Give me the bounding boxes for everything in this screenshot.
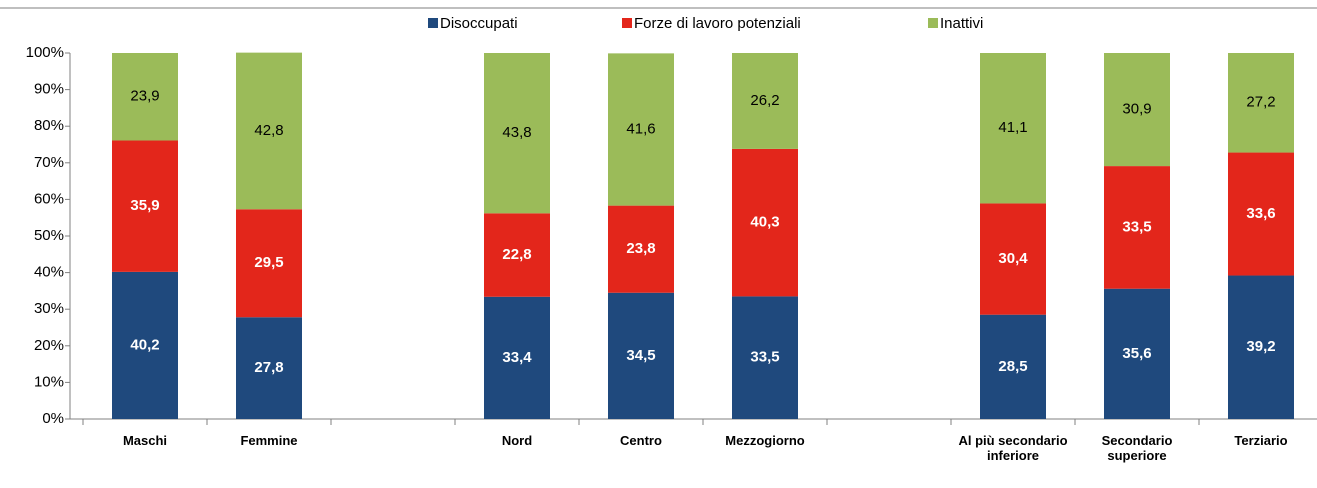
- bar-segment: [608, 292, 674, 419]
- value-label: 40,3: [750, 214, 779, 231]
- legend-swatch: [428, 18, 438, 28]
- bar-segment: [236, 209, 302, 318]
- y-tick-label: 50%: [34, 227, 64, 244]
- value-label: 30,4: [998, 250, 1028, 267]
- value-label: 23,8: [626, 240, 655, 257]
- legend-swatch: [622, 18, 632, 28]
- bar-segment: [608, 53, 674, 206]
- value-label: 23,9: [130, 88, 159, 105]
- value-label: 35,9: [130, 197, 159, 214]
- bar-segment: [484, 296, 550, 419]
- bar-segment: [1104, 166, 1170, 289]
- x-tick-label: Terziario: [1234, 433, 1288, 448]
- bar-segment: [112, 140, 178, 272]
- bar-segment: [1104, 288, 1170, 419]
- legend-label: Disoccupati: [440, 15, 518, 32]
- value-label: 35,6: [1122, 345, 1151, 362]
- y-tick-label: 30%: [34, 300, 64, 317]
- value-label: 33,6: [1246, 205, 1275, 222]
- value-label: 27,8: [254, 359, 283, 376]
- y-tick-label: 80%: [34, 117, 64, 134]
- value-label: 26,2: [750, 92, 779, 109]
- y-tick-label: 100%: [26, 44, 64, 61]
- y-tick-label: 20%: [34, 337, 64, 354]
- bar-segment: [732, 53, 798, 149]
- bar-segment: [236, 317, 302, 419]
- bar-segment: [112, 271, 178, 419]
- x-tick-label: Maschi: [122, 433, 168, 448]
- bar-segment: [608, 205, 674, 293]
- x-tick-label: Centro: [620, 433, 662, 448]
- value-label: 40,2: [130, 336, 159, 353]
- value-label: 30,9: [1122, 101, 1151, 118]
- bar-segment: [236, 52, 302, 210]
- x-tick-label: Femmine: [240, 433, 298, 448]
- bar-segment: [484, 53, 550, 214]
- legend-label: Forze di lavoro potenziali: [634, 15, 801, 32]
- value-label: 41,1: [998, 119, 1027, 136]
- value-label: 33,4: [502, 349, 532, 366]
- bar-segment: [1104, 53, 1170, 167]
- x-tick-label: Secondario superiore: [1101, 433, 1173, 463]
- bar-segment: [732, 296, 798, 419]
- value-label: 39,2: [1246, 338, 1275, 355]
- value-label: 22,8: [502, 246, 531, 263]
- legend-label: Inattivi: [940, 15, 983, 32]
- y-tick-label: 60%: [34, 190, 64, 207]
- bar-segment: [112, 53, 178, 141]
- value-label: 33,5: [1122, 218, 1151, 235]
- bar-segment: [1228, 275, 1294, 419]
- value-label: 28,5: [998, 358, 1027, 375]
- x-tick-label: Al più secondario inferiore: [958, 433, 1068, 463]
- value-label: 33,5: [750, 349, 779, 366]
- bar-segment: [980, 314, 1046, 419]
- y-tick-label: 90%: [34, 81, 64, 98]
- bar-segment: [980, 203, 1046, 315]
- y-tick-label: 40%: [34, 264, 64, 281]
- value-label: 29,5: [254, 254, 283, 271]
- bar-segment: [1228, 152, 1294, 276]
- bar-segment: [1228, 53, 1294, 153]
- value-label: 34,5: [626, 347, 655, 364]
- bar-segment: [732, 148, 798, 297]
- value-label: 27,2: [1246, 94, 1275, 111]
- value-label: 42,8: [254, 122, 283, 139]
- x-tick-label: Nord: [501, 433, 533, 448]
- y-tick-label: 0%: [42, 410, 64, 427]
- value-label: 41,6: [626, 120, 655, 137]
- bar-segment: [980, 53, 1046, 204]
- x-tick-label: Mezzogiorno: [725, 433, 805, 448]
- value-label: 43,8: [502, 124, 531, 141]
- y-tick-label: 10%: [34, 373, 64, 390]
- bar-segment: [484, 213, 550, 297]
- y-tick-label: 70%: [34, 154, 64, 171]
- legend-swatch: [928, 18, 938, 28]
